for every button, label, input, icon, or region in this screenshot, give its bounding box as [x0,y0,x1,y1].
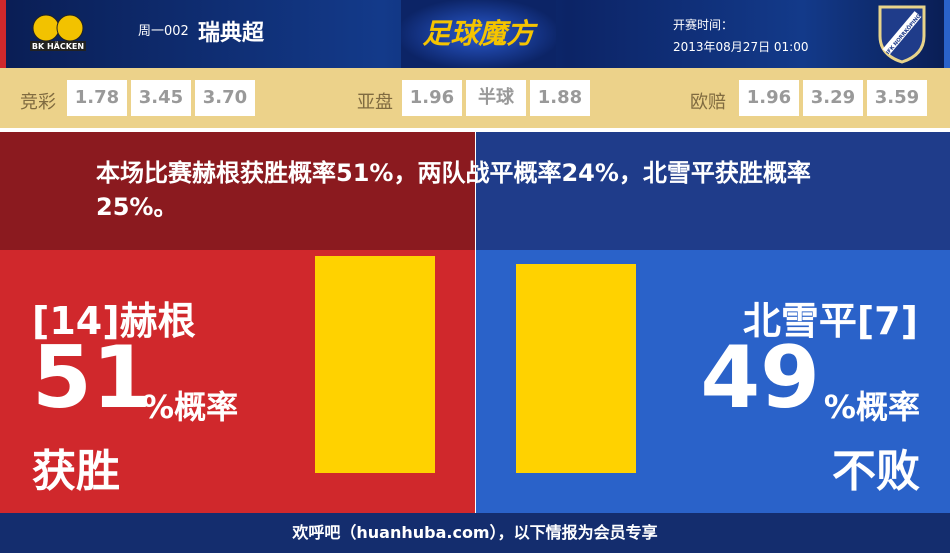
home-percent: 51 [32,328,152,428]
ouzhi-label: 欧赔 [690,92,726,113]
summary-left-bg [0,132,475,250]
away-percent-suffix: %概率 [823,388,920,426]
odds-bar: 竞彩 1.78 3.45 3.70 亚盘 1.96 半球 1.88 欧赔 1.9… [0,68,950,128]
match-week: 周一002 [138,24,189,39]
home-outcome: 获胜 [32,446,120,497]
jingcai-odd: 3.45 [131,80,191,116]
home-probability-bar [315,255,435,473]
league-name: 瑞典超 [198,21,265,46]
home-panel: [14]赫根 51 %概率 获胜 [0,250,475,513]
home-team-name: [14]赫根 [32,299,196,343]
home-logo-text: BK HÄCKEN [32,41,84,51]
prediction-summary: 本场比赛赫根获胜概率51%，两队战平概率24%，北雪平获胜概率25%。 [96,159,811,221]
home-percent-suffix: %概率 [142,388,239,426]
ouzhi-odd: 3.29 [803,80,863,116]
brand-logo: 足球魔方 [401,0,556,68]
kickoff-label: 开赛时间： [673,18,734,32]
yapan-odd: 1.96 [402,80,462,116]
match-header: BK HÄCKEN 周一002 瑞典超 足球魔方 开赛时间： 2013年08月2… [0,0,950,68]
away-team-name: 北雪平[7] [742,299,918,343]
jingcai-label: 竞彩 [20,92,56,113]
ouzhi-odd: 1.96 [739,80,799,116]
yapan-label: 亚盘 [357,92,393,113]
home-team-logo: BK HÄCKEN [30,14,86,51]
yapan-handicap: 半球 [466,80,526,116]
ouzhi-odd: 3.59 [867,80,927,116]
summary-right-bg [476,132,950,250]
jingcai-odd: 3.70 [195,80,255,116]
jingcai-odd: 1.78 [67,80,127,116]
footer-banner: 欢呼吧（huanhuba.com），以下情报为会员专享 [0,513,950,553]
away-probability-bar [516,264,636,473]
away-percent: 49 [700,328,820,428]
away-outcome: 不败 [832,446,920,497]
away-team-logo: IFK NORRKÖPING [878,5,926,64]
away-panel: 北雪平[7] 49 %概率 不败 [476,250,950,513]
yapan-odd: 1.88 [530,80,590,116]
kickoff-time: 2013年08月27日 01:00 [673,40,809,54]
